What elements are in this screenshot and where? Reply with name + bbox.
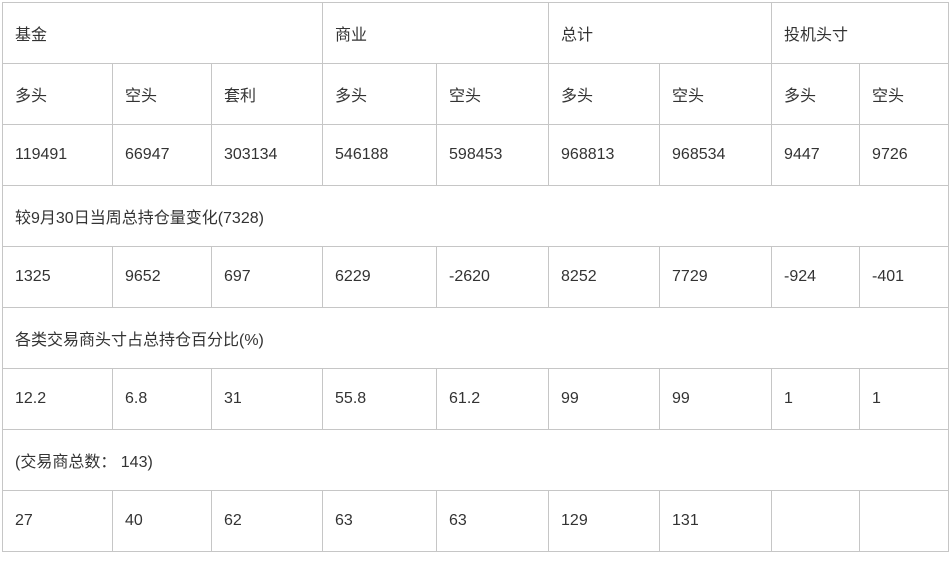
position-cell: 9447 — [771, 124, 861, 186]
sub-header-fund-spread: 套利 — [210, 63, 324, 125]
position-cell: 546188 — [322, 124, 438, 186]
change-caption-row: 较9月30日当周总持仓量变化(7328) — [1, 185, 950, 247]
trader-counts-row: 27 40 62 63 63 129 131 — [2, 490, 950, 552]
trader-count-cell: 62 — [210, 490, 324, 552]
group-header-total: 总计 — [548, 2, 773, 64]
sub-header-total-short: 空头 — [659, 63, 773, 125]
position-cell: 119491 — [2, 124, 113, 186]
sub-header-row: 多头 空头 套利 多头 空头 多头 空头 多头 空头 — [2, 63, 950, 125]
group-header-speculative: 投机头寸 — [771, 2, 950, 64]
trader-count-cell-empty — [859, 490, 950, 552]
changes-row: 1325 9652 697 6229 -2620 8252 7729 -924 … — [2, 246, 950, 308]
change-cell: 697 — [210, 246, 324, 308]
percent-caption: 各类交易商头寸占总持仓百分比(%) — [1, 307, 950, 369]
change-cell: 7729 — [659, 246, 773, 308]
change-caption: 较9月30日当周总持仓量变化(7328) — [1, 185, 950, 247]
traders-caption: (交易商总数： 143) — [1, 429, 950, 491]
percent-cell: 1 — [859, 368, 950, 430]
percent-cell: 1 — [771, 368, 861, 430]
change-cell: 9652 — [112, 246, 212, 308]
trader-count-cell: 27 — [2, 490, 113, 552]
position-cell: 968813 — [548, 124, 661, 186]
percent-cell: 99 — [659, 368, 773, 430]
group-header-fund: 基金 — [1, 2, 324, 64]
position-cell: 968534 — [659, 124, 773, 186]
sub-header-commercial-long: 多头 — [322, 63, 438, 125]
change-cell: -924 — [771, 246, 861, 308]
change-cell: 1325 — [2, 246, 113, 308]
percent-caption-row: 各类交易商头寸占总持仓百分比(%) — [1, 307, 950, 369]
trader-count-cell-empty — [771, 490, 861, 552]
group-header-row: 基金 商业 总计 投机头寸 — [1, 2, 950, 64]
change-cell: -401 — [859, 246, 950, 308]
trader-count-cell: 131 — [659, 490, 773, 552]
sub-header-total-long: 多头 — [548, 63, 661, 125]
trader-count-cell: 63 — [322, 490, 438, 552]
percents-row: 12.2 6.8 31 55.8 61.2 99 99 1 1 — [2, 368, 950, 430]
position-cell: 303134 — [210, 124, 324, 186]
change-cell: -2620 — [436, 246, 550, 308]
percent-cell: 61.2 — [436, 368, 550, 430]
percent-cell: 31 — [210, 368, 324, 430]
sub-header-speculative-long: 多头 — [771, 63, 861, 125]
sub-header-commercial-short: 空头 — [436, 63, 550, 125]
percent-cell: 12.2 — [2, 368, 113, 430]
position-cell: 9726 — [859, 124, 950, 186]
trader-count-cell: 40 — [112, 490, 212, 552]
percent-cell: 55.8 — [322, 368, 438, 430]
futures-positions-table: 基金 商业 总计 投机头寸 多头 空头 套利 多头 空头 多头 空头 多头 空头… — [1, 2, 950, 552]
change-cell: 8252 — [548, 246, 661, 308]
percent-cell: 6.8 — [112, 368, 212, 430]
position-cell: 598453 — [436, 124, 550, 186]
change-cell: 6229 — [322, 246, 438, 308]
positions-row: 119491 66947 303134 546188 598453 968813… — [2, 124, 950, 186]
percent-cell: 99 — [548, 368, 661, 430]
traders-caption-row: (交易商总数： 143) — [1, 429, 950, 491]
trader-count-cell: 63 — [436, 490, 550, 552]
trader-count-cell: 129 — [548, 490, 661, 552]
position-cell: 66947 — [112, 124, 212, 186]
sub-header-fund-long: 多头 — [2, 63, 113, 125]
sub-header-speculative-short: 空头 — [859, 63, 950, 125]
group-header-commercial: 商业 — [322, 2, 550, 64]
sub-header-fund-short: 空头 — [112, 63, 212, 125]
